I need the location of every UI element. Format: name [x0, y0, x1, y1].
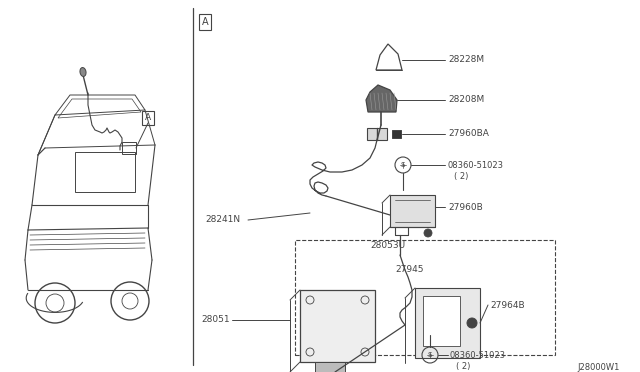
Bar [315, 362, 345, 372]
Bar [295, 240, 555, 355]
Text: A: A [145, 113, 151, 122]
Text: 28051: 28051 [202, 315, 230, 324]
Text: 08360-51023: 08360-51023 [448, 160, 504, 170]
Text: 27945: 27945 [395, 266, 424, 275]
Text: 28228M: 28228M [448, 55, 484, 64]
Text: 08360-51023: 08360-51023 [450, 350, 506, 359]
Text: 27960B: 27960B [448, 202, 483, 212]
Text: 28053U: 28053U [370, 241, 405, 250]
Bar [367, 128, 387, 140]
Bar [122, 142, 136, 154]
Text: S: S [428, 352, 432, 358]
Text: ( 2): ( 2) [456, 362, 470, 372]
Text: A: A [202, 17, 208, 27]
Text: S: S [401, 162, 405, 168]
Circle shape [467, 318, 477, 328]
Bar [392, 130, 401, 138]
Circle shape [424, 229, 432, 237]
Polygon shape [366, 85, 397, 112]
Ellipse shape [80, 68, 86, 77]
Bar [423, 296, 460, 346]
Bar [390, 195, 435, 227]
Text: ( 2): ( 2) [454, 173, 468, 182]
Text: J28000W1: J28000W1 [578, 363, 620, 372]
Bar [75, 152, 135, 192]
Text: 28241N: 28241N [205, 215, 240, 224]
Text: 27964B: 27964B [490, 301, 525, 310]
Text: 27960BA: 27960BA [448, 129, 489, 138]
Bar [415, 288, 480, 358]
Bar [300, 290, 375, 362]
Text: 28208M: 28208M [448, 96, 484, 105]
